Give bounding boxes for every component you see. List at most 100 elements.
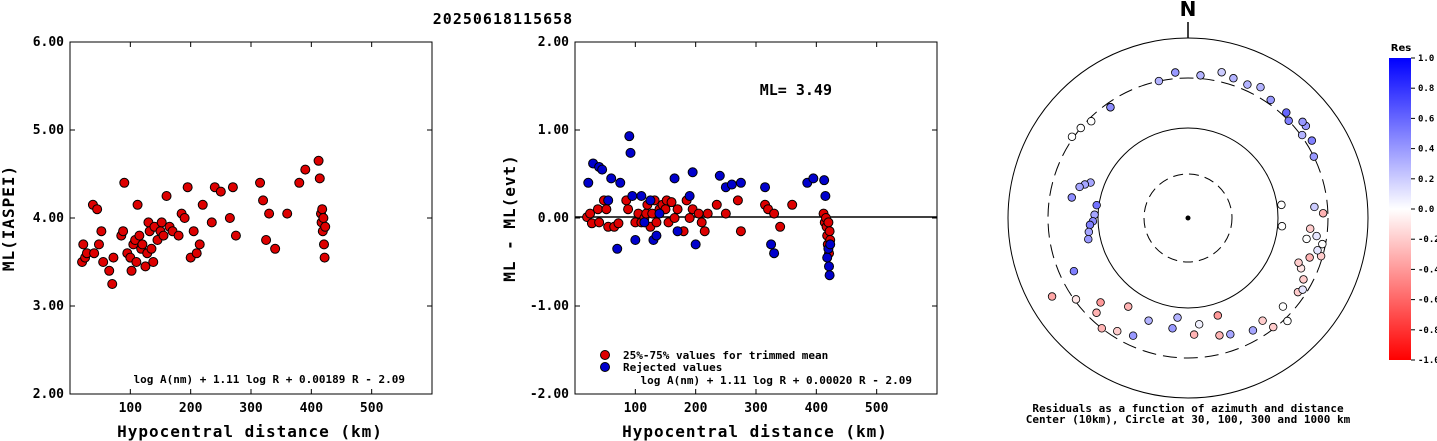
data-point (769, 248, 780, 259)
data-point (104, 265, 115, 276)
data-point (760, 182, 771, 193)
station-marker (1128, 331, 1138, 340)
x-axis-label: Hypocentral distance (km) (117, 422, 383, 441)
station-marker (1213, 311, 1223, 320)
data-point (823, 217, 834, 228)
station-marker (1318, 209, 1328, 218)
ring-1000km (1007, 37, 1369, 399)
station-marker (1248, 326, 1258, 335)
station-marker (1294, 258, 1303, 267)
station-marker (1087, 117, 1096, 126)
data-point (627, 191, 638, 201)
data-point (623, 204, 634, 215)
data-point (258, 195, 269, 206)
colorbar-title: Res (1391, 43, 1411, 54)
data-point (158, 230, 169, 241)
colorbar-gradient (1389, 58, 1411, 360)
station-marker (1106, 103, 1115, 112)
y-tick-label: 1.00 (538, 123, 569, 138)
data-point (654, 208, 665, 219)
page-title: 20250618115658 (433, 10, 573, 28)
station-marker (1258, 316, 1267, 325)
station-marker (1189, 330, 1199, 339)
colorbar-tick-label: -0.8 (1418, 326, 1437, 336)
data-point (601, 204, 612, 215)
data-point (146, 243, 157, 254)
y-axis-label: ML(IASPEI) (0, 165, 18, 271)
data-point (583, 177, 594, 188)
data-point (132, 199, 143, 210)
data-point (825, 239, 836, 250)
y-tick-label: 2.00 (538, 35, 569, 50)
data-point (769, 208, 780, 219)
data-point (314, 173, 325, 184)
data-point (319, 239, 330, 250)
data-point (215, 186, 226, 197)
station-marker (1298, 285, 1307, 294)
y-tick-label: -1.00 (530, 299, 569, 314)
station-marker (1075, 182, 1084, 192)
colorbar-tick-label: -0.6 (1418, 296, 1437, 306)
colorbar-tick-label: 0.4 (1418, 145, 1435, 155)
data-point (684, 191, 695, 201)
data-point (732, 195, 743, 206)
station-marker (1168, 324, 1177, 333)
station-marker (1171, 68, 1180, 77)
data-point (140, 261, 151, 272)
legend-marker-trimmed (600, 350, 610, 360)
ring-30km (1143, 173, 1233, 263)
legend-label-rejected: Rejected values (623, 361, 722, 374)
data-point (702, 208, 713, 219)
station-marker (1071, 295, 1081, 304)
data-point (227, 182, 238, 193)
data-point (684, 213, 695, 223)
station-marker (1085, 220, 1095, 230)
station-marker (1307, 136, 1317, 145)
colorbar-tick-label: 1.0 (1418, 54, 1434, 64)
station-marker (1124, 302, 1133, 311)
x-tick-label: 100 (624, 401, 648, 416)
data-point (613, 218, 624, 229)
data-point (625, 147, 636, 158)
data-point (645, 195, 656, 206)
station-marker (1306, 224, 1315, 233)
station-marker (1097, 324, 1107, 333)
station-marker (1196, 71, 1205, 80)
ml-residual-vs-distance-plot: -2.00 -1.00 0.00 1.00 2.00 100 200 300 400 500 M… (500, 35, 938, 441)
station-marker (1256, 82, 1265, 92)
data-point (672, 204, 683, 215)
x-tick-label: 200 (179, 401, 203, 416)
data-point (735, 226, 746, 237)
data-point (313, 155, 324, 166)
colorbar-tick-label: 0.0 (1418, 205, 1434, 215)
station-marker (1283, 316, 1292, 326)
plot-frame (69, 41, 433, 395)
x-axis-label: Hypocentral distance (km) (622, 422, 888, 441)
station-marker (1113, 327, 1122, 336)
station-marker (1305, 253, 1314, 262)
residual-colorbar: Res 1.0 0.8 0.6 0.4 0.2 0.0 -0.2 -0.4 -0.6 -0.8 -1… (1389, 43, 1437, 366)
data-point (131, 257, 142, 267)
data-point (300, 164, 311, 175)
data-point (787, 199, 798, 210)
data-point (182, 182, 193, 193)
data-point (294, 177, 305, 188)
station-marker (1084, 234, 1093, 244)
data-point (808, 173, 819, 184)
data-point (639, 217, 650, 228)
station-marker (1277, 200, 1286, 210)
y-tick-label: 3.00 (33, 299, 64, 314)
station-marker (1318, 239, 1327, 249)
data-point (606, 173, 617, 184)
data-point (134, 230, 145, 241)
data-point (320, 221, 331, 232)
data-point (92, 204, 103, 215)
station-marker (1173, 313, 1182, 322)
data-point (89, 248, 100, 259)
station-marker (1217, 68, 1226, 77)
data-point (224, 213, 235, 223)
x-tick-label: 200 (684, 401, 708, 416)
data-point (179, 213, 190, 223)
station-marker (1215, 331, 1224, 340)
caption-line-1: Residuals as a function of azimuth and d… (1032, 402, 1344, 415)
